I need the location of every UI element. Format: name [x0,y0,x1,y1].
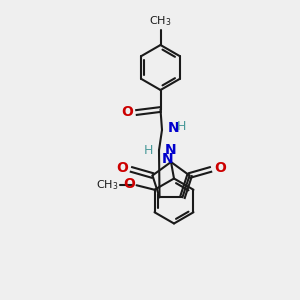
Text: CH$_3$: CH$_3$ [149,15,172,28]
Text: N: N [162,152,174,166]
Text: O: O [214,161,226,175]
Text: N: N [165,143,177,158]
Text: N: N [167,122,179,135]
Text: H: H [176,120,186,134]
Text: O: O [123,177,135,191]
Text: O: O [122,106,134,119]
Text: O: O [116,161,128,175]
Text: H: H [144,144,154,157]
Text: CH$_3$: CH$_3$ [96,178,118,192]
